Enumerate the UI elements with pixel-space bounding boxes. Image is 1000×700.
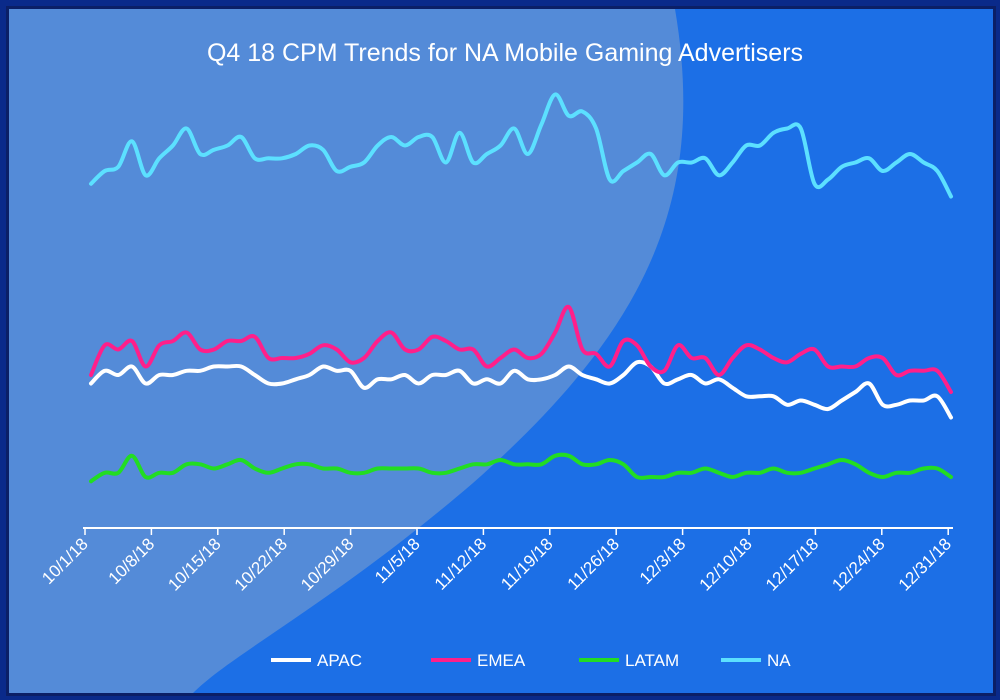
- series-line-apac: [89, 359, 953, 420]
- legend-label-na: NA: [767, 651, 791, 670]
- legend: APAC EMEA LATAM NA: [271, 651, 791, 670]
- legend-label-apac: APAC: [317, 651, 362, 670]
- legend-label-latam: LATAM: [625, 651, 679, 670]
- background-panel-shape: [9, 9, 684, 693]
- series-line-emea: [89, 304, 953, 394]
- chart-frame: Q4 18 CPM Trends for NA Mobile Gaming Ad…: [6, 6, 996, 696]
- series-line-latam: [89, 452, 953, 484]
- series-line-na: [89, 92, 953, 199]
- legend-label-emea: EMEA: [477, 651, 526, 670]
- series-layer: [89, 92, 953, 484]
- chart-title: Q4 18 CPM Trends for NA Mobile Gaming Ad…: [207, 39, 803, 67]
- line-chart: Q4 18 CPM Trends for NA Mobile Gaming Ad…: [9, 9, 993, 693]
